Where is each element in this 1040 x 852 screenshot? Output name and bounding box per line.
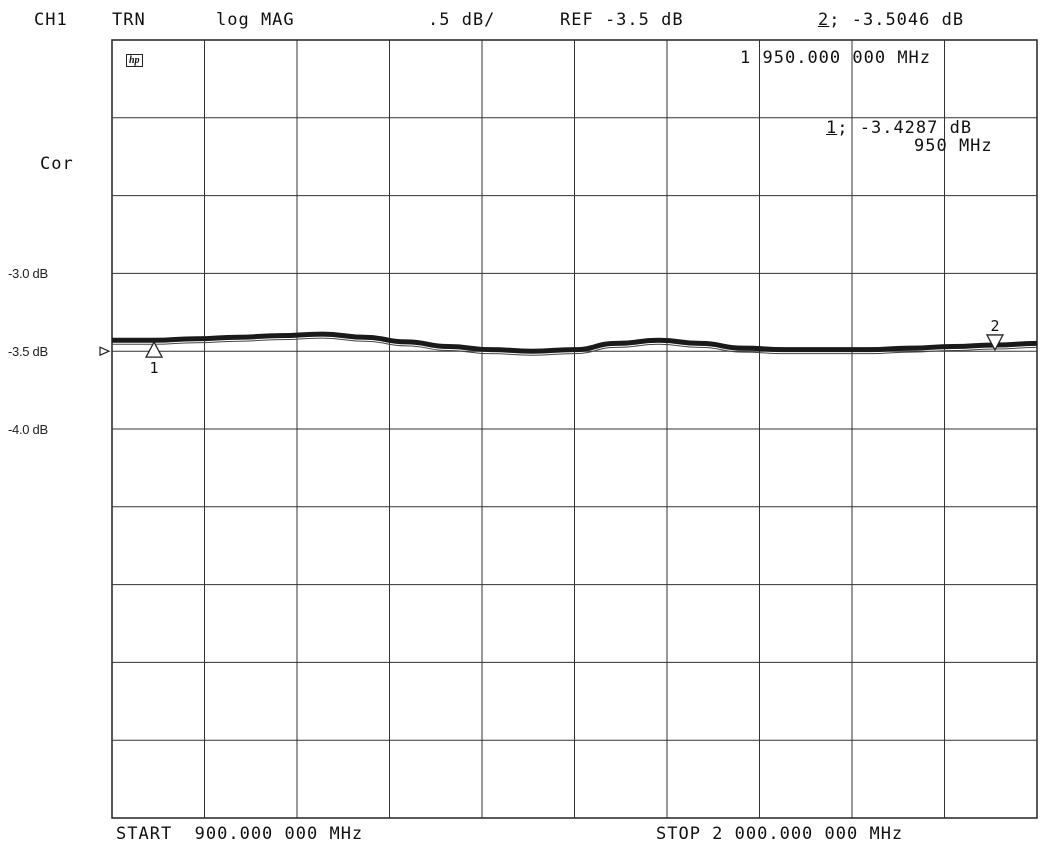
start-frequency: START 900.000 000 MHz bbox=[116, 824, 364, 844]
correction-indicator: Cor bbox=[40, 154, 74, 174]
marker2-readout-sep: ; bbox=[829, 10, 852, 30]
reference-level-marker bbox=[99, 346, 111, 357]
y-tick-label-reference: -3.5 dB bbox=[8, 344, 48, 359]
marker1-readout-sep: ; bbox=[837, 118, 860, 138]
marker1-frequency: 950 MHz bbox=[914, 136, 993, 156]
marker-frequency-value: 950.000 000 MHz bbox=[762, 48, 932, 68]
marker1-readout: 1; -3.4287 dB bbox=[826, 120, 972, 137]
measurement-trace bbox=[112, 331, 1038, 354]
hp-logo: hp bbox=[126, 54, 143, 67]
format-label: log MAG bbox=[216, 10, 295, 30]
marker-label: 1 bbox=[150, 359, 159, 377]
marker2-readout-index: 2 bbox=[818, 10, 830, 30]
measurement-trace-shadow bbox=[112, 337, 1038, 356]
marker1-readout-index: 1 bbox=[826, 118, 838, 138]
channel-label: CH1 bbox=[34, 10, 68, 30]
marker2-readout: 2; -3.5046 dB bbox=[818, 12, 964, 29]
marker1-readout-value: -3.4287 dB bbox=[859, 118, 973, 138]
y-tick-label-upper: -3.0 dB bbox=[8, 266, 48, 281]
reference-label: REF -3.5 dB bbox=[560, 10, 684, 30]
marker-frequency-index: 1 bbox=[740, 48, 752, 68]
marker-triangle bbox=[985, 334, 1005, 352]
marker-frequency-readout: 1 950.000 000 MHz bbox=[740, 50, 931, 67]
scale-label: .5 dB/ bbox=[428, 10, 496, 30]
marker-triangle bbox=[144, 340, 164, 358]
stop-frequency: STOP 2 000.000 000 MHz bbox=[656, 824, 904, 844]
mode-label: TRN bbox=[112, 10, 146, 30]
marker2-readout-value: -3.5046 dB bbox=[851, 10, 965, 30]
y-tick-label-lower: -4.0 dB bbox=[8, 422, 48, 437]
marker-frequency-gap bbox=[751, 48, 762, 68]
marker-label: 2 bbox=[990, 317, 999, 335]
